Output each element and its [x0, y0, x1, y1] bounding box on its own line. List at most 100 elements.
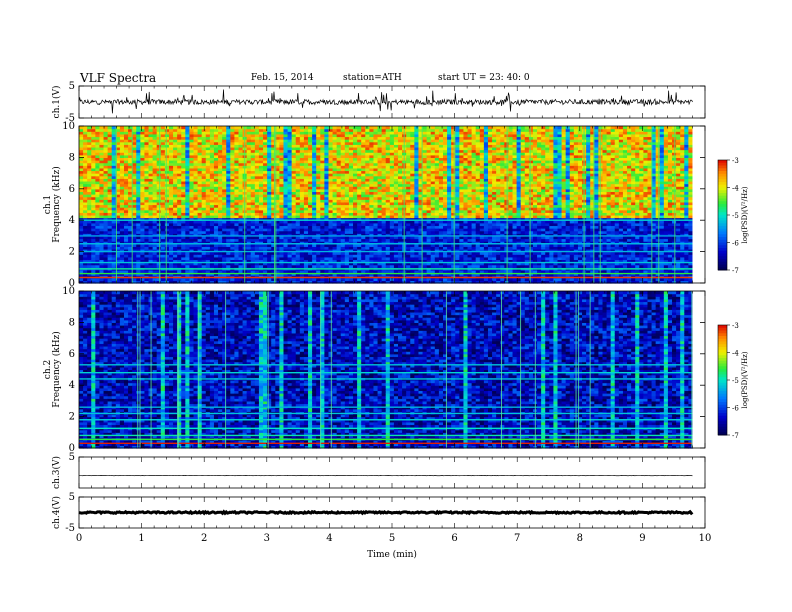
psd-cell: [209, 269, 215, 274]
psd-cell: [152, 167, 158, 172]
psd-cell: [324, 207, 330, 211]
psd-cell: [271, 248, 276, 253]
psd-cell: [107, 157, 113, 161]
psd-cell: [213, 144, 219, 148]
psd-cell: [148, 131, 154, 135]
psd-cell: [365, 262, 370, 266]
psd-cell: [393, 256, 399, 261]
psd-cell: [119, 183, 125, 187]
psd-cell: [398, 241, 403, 245]
psd-cell: [271, 259, 276, 263]
psd-cell: [160, 212, 166, 216]
psd-cell: [185, 183, 191, 187]
psd-cell: [353, 259, 358, 263]
psd-cell: [246, 204, 252, 208]
psd-cell: [328, 214, 334, 219]
psd-cell: [148, 225, 154, 229]
psd-cell: [218, 194, 223, 198]
psd-cell: [132, 128, 137, 132]
psd-cell: [148, 220, 154, 224]
psd-cell: [144, 238, 150, 242]
psd-cell: [226, 256, 231, 261]
psd-cell: [136, 209, 141, 213]
psd-cell: [213, 149, 219, 153]
psd-cell: [144, 149, 150, 153]
psd-cell: [79, 128, 84, 132]
psd-cell: [410, 233, 415, 237]
psd-cell: [234, 136, 240, 140]
psd-cell: [320, 201, 325, 206]
psd-cell: [230, 214, 236, 219]
psd-cell: [144, 220, 150, 224]
psd-cell: [79, 196, 84, 200]
psd-cell: [87, 222, 92, 227]
psd-cell: [222, 233, 227, 237]
psd-cell: [316, 165, 321, 169]
psd-cell: [344, 170, 350, 174]
psd-cell: [279, 165, 285, 169]
psd-cell: [353, 173, 358, 177]
psd-cell: [373, 238, 379, 242]
psd-cell: [185, 212, 191, 216]
psd-cell: [173, 269, 178, 274]
psd-cell: [332, 165, 338, 169]
psd-cell: [385, 196, 391, 200]
psd-cell: [373, 220, 379, 224]
psd-cell: [365, 254, 370, 258]
psd-cell: [238, 256, 244, 261]
psd-cell: [177, 225, 182, 229]
psd-cell: [193, 204, 199, 208]
psd-cell: [213, 251, 219, 255]
psd-cell: [156, 207, 162, 211]
psd-cell: [308, 256, 313, 261]
psd-cell: [295, 228, 301, 232]
psd-cell: [332, 167, 338, 172]
psd-cell: [279, 183, 285, 187]
psd-cell: [230, 180, 236, 185]
psd-cell: [291, 277, 297, 281]
psd-cell: [275, 243, 280, 247]
psd-cell: [295, 259, 301, 263]
psd-cell: [303, 269, 309, 274]
psd-cell: [197, 217, 203, 221]
psd-cell: [308, 233, 313, 237]
psd-cell: [320, 188, 325, 193]
psd-cell: [144, 167, 150, 172]
psd-cell: [164, 175, 170, 179]
psd-cell: [234, 183, 240, 187]
psd-cell: [299, 183, 305, 187]
psd-cell: [377, 194, 383, 198]
psd-cell: [164, 133, 170, 138]
psd-cell: [398, 160, 403, 164]
psd-cell: [365, 243, 370, 247]
psd-cell: [291, 220, 297, 224]
psd-cell: [107, 254, 113, 258]
psd-cell: [193, 238, 199, 242]
psd-cell: [132, 199, 137, 203]
psd-cell: [222, 209, 227, 213]
psd-cell: [271, 209, 276, 213]
psd-cell: [144, 280, 150, 284]
psd-cell: [111, 280, 117, 284]
psd-cell: [287, 160, 293, 164]
psd-cell: [87, 131, 92, 135]
psd-cell: [164, 275, 170, 279]
psd-cell: [99, 220, 105, 224]
psd-cell: [381, 225, 387, 229]
psd-cell: [393, 126, 399, 130]
psd-cell: [156, 175, 162, 179]
psd-cell: [173, 167, 178, 172]
psd-cell: [189, 256, 195, 261]
psd-cell: [393, 196, 399, 200]
psd-cell: [230, 264, 236, 268]
psd-cell: [128, 256, 133, 261]
psd-cell: [291, 152, 297, 156]
psd-cell: [320, 246, 325, 250]
psd-cell: [381, 207, 387, 211]
psd-cell: [357, 220, 362, 224]
psd-cell: [205, 194, 211, 198]
psd-cell: [128, 222, 133, 227]
psd-cell: [348, 256, 354, 261]
psd-cell: [299, 233, 305, 237]
psd-cell: [103, 186, 109, 190]
